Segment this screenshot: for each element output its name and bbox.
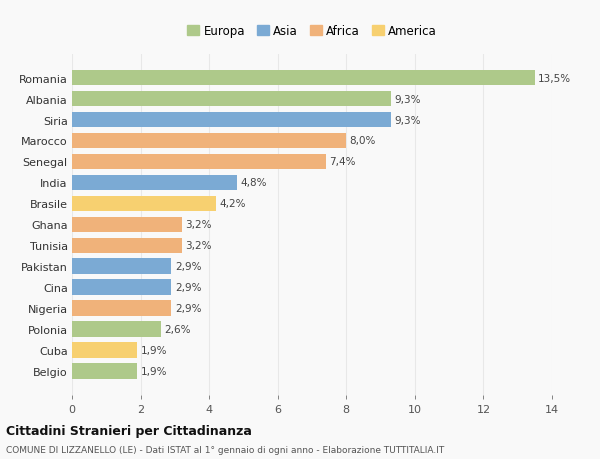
Bar [72,238,182,254]
Text: 13,5%: 13,5% [538,73,571,84]
Text: 2,9%: 2,9% [175,283,202,293]
Bar [72,112,391,128]
Bar [72,217,182,233]
Bar [72,301,172,317]
Text: 2,6%: 2,6% [164,325,191,335]
Bar [72,133,346,149]
Bar [72,280,172,296]
Text: 4,2%: 4,2% [220,199,246,209]
Bar [72,175,236,191]
Bar [72,259,172,274]
Text: 3,2%: 3,2% [185,220,212,230]
Bar [72,364,137,379]
Text: 9,3%: 9,3% [394,94,421,104]
Text: 3,2%: 3,2% [185,241,212,251]
Text: COMUNE DI LIZZANELLO (LE) - Dati ISTAT al 1° gennaio di ogni anno - Elaborazione: COMUNE DI LIZZANELLO (LE) - Dati ISTAT a… [6,445,444,454]
Text: 2,9%: 2,9% [175,304,202,313]
Text: 1,9%: 1,9% [140,346,167,356]
Text: 1,9%: 1,9% [140,366,167,376]
Bar [72,154,326,170]
Bar [72,71,535,86]
Text: 4,8%: 4,8% [240,178,266,188]
Bar [72,196,216,212]
Legend: Europa, Asia, Africa, America: Europa, Asia, Africa, America [182,20,442,43]
Bar [72,343,137,358]
Text: 2,9%: 2,9% [175,262,202,272]
Text: 9,3%: 9,3% [394,115,421,125]
Text: 7,4%: 7,4% [329,157,356,167]
Text: Cittadini Stranieri per Cittadinanza: Cittadini Stranieri per Cittadinanza [6,424,252,437]
Text: 8,0%: 8,0% [350,136,376,146]
Bar [72,91,391,107]
Bar [72,322,161,337]
